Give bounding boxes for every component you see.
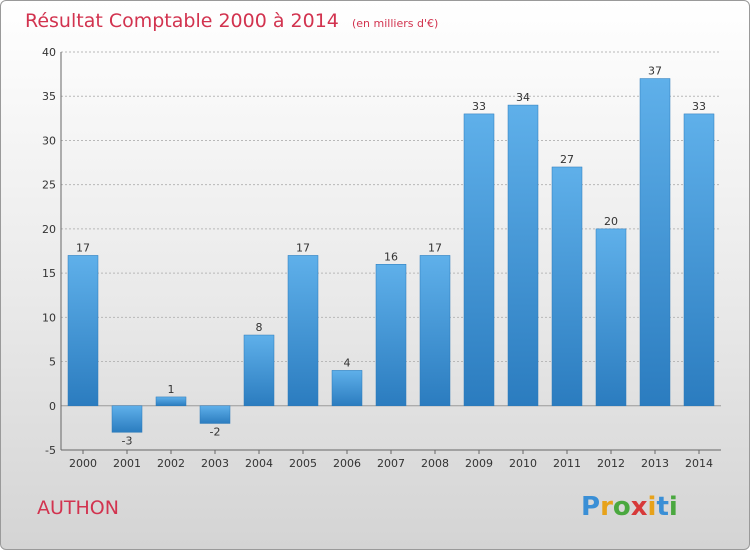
- value-label-2001: -3: [122, 434, 133, 447]
- x-tick-label: 2011: [553, 457, 581, 470]
- value-label-2002: 1: [168, 383, 175, 396]
- y-tick-label: 25: [42, 179, 56, 192]
- proxiti-logo: Proxiti: [581, 492, 678, 522]
- value-label-2009: 33: [472, 100, 486, 113]
- y-tick-label: 20: [42, 223, 56, 236]
- axes: -5 0 5 10 15 20 25 30 35 40 2000 2001 2002 2003 2004 20…: [42, 46, 721, 470]
- value-label-2007: 16: [384, 250, 398, 263]
- x-tick-label: 2004: [245, 457, 273, 470]
- logo-letter: P: [581, 492, 600, 522]
- bar-2001: [111, 405, 143, 433]
- value-label-2011: 27: [560, 153, 574, 166]
- y-tick-label: 30: [42, 134, 56, 147]
- value-labels: 17 -3 1 -2 8 17 4 16 17 33 34 27 20 37 33: [76, 65, 706, 448]
- bar-2006: [331, 370, 363, 407]
- x-tick-label: 2003: [201, 457, 229, 470]
- x-tick-label: 2000: [69, 457, 97, 470]
- logo-letter: i: [669, 492, 678, 522]
- value-label-2000: 17: [76, 241, 90, 254]
- bar-2014: [683, 113, 715, 407]
- y-tick-label: 10: [42, 311, 56, 324]
- bar-2008: [419, 255, 451, 407]
- x-tick-label: 2009: [465, 457, 493, 470]
- x-tick-label: 2013: [641, 457, 669, 470]
- bar-2012: [595, 228, 627, 407]
- value-label-2013: 37: [648, 65, 662, 78]
- value-label-2014: 33: [692, 100, 706, 113]
- x-tick-label: 2002: [157, 457, 185, 470]
- bar-2013: [639, 78, 671, 407]
- chart-title-main: Résultat Comptable 2000 à 2014: [25, 10, 339, 32]
- bar-2009: [463, 113, 495, 407]
- y-tick-label: -5: [45, 444, 56, 457]
- x-tick-label: 2001: [113, 457, 141, 470]
- bar-2005: [287, 255, 319, 407]
- y-tick-label: 0: [49, 400, 56, 413]
- commune-name: AUTHON: [37, 497, 119, 519]
- bar-2010: [507, 104, 539, 407]
- bars: [67, 78, 715, 433]
- bar-2011: [551, 166, 583, 407]
- x-tick-label: 2012: [597, 457, 625, 470]
- value-label-2005: 17: [296, 241, 310, 254]
- logo-letter: i: [648, 492, 657, 522]
- bar-2007: [375, 264, 407, 407]
- y-tick-label: 15: [42, 267, 56, 280]
- x-tick-label: 2006: [333, 457, 361, 470]
- logo-letter: x: [631, 492, 648, 522]
- bar-2000: [67, 255, 99, 407]
- value-label-2010: 34: [516, 91, 530, 104]
- y-tick-label: 5: [49, 356, 56, 369]
- x-tick-label: 2014: [685, 457, 713, 470]
- value-label-2006: 4: [344, 356, 351, 369]
- logo-letter: o: [613, 492, 631, 522]
- value-label-2012: 20: [604, 215, 618, 228]
- value-label-2004: 8: [256, 321, 263, 334]
- chart-title: Résultat Comptable 2000 à 2014 (en milli…: [25, 10, 438, 32]
- chart-subtitle: (en milliers d'€): [352, 17, 438, 30]
- x-tick-label: 2008: [421, 457, 449, 470]
- y-tick-label: 35: [42, 90, 56, 103]
- x-tick-label: 2010: [509, 457, 537, 470]
- bar-2004: [243, 334, 275, 407]
- logo-letter: r: [600, 492, 613, 522]
- logo-letter: t: [656, 492, 668, 522]
- bar-2003: [199, 405, 231, 424]
- value-label-2008: 17: [428, 241, 442, 254]
- y-tick-label: 40: [42, 46, 56, 59]
- x-tick-label: 2007: [377, 457, 405, 470]
- bar-2002: [155, 396, 187, 407]
- x-tick-label: 2005: [289, 457, 317, 470]
- value-label-2003: -2: [210, 425, 221, 438]
